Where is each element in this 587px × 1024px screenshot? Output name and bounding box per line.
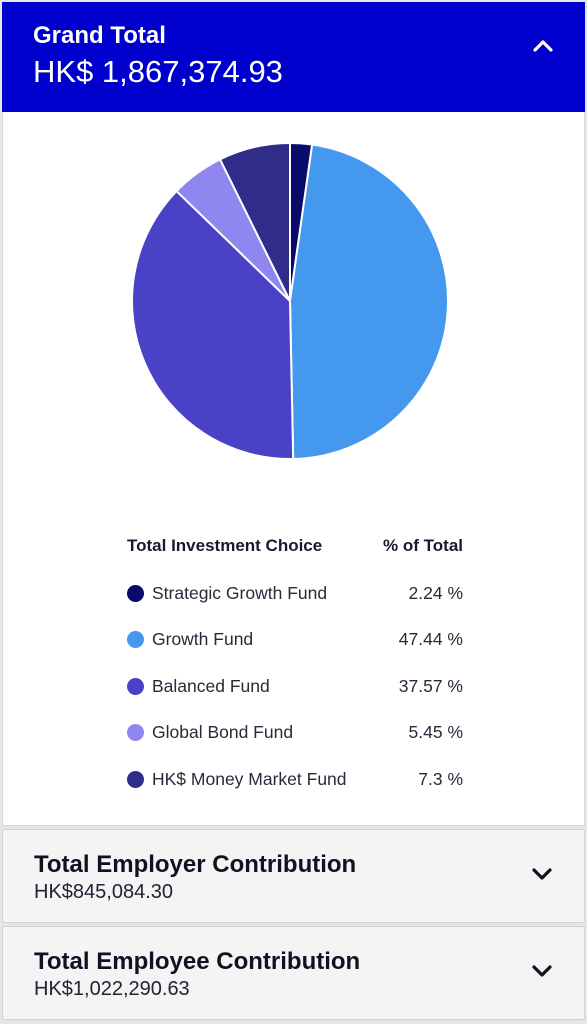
legend-header: Total Investment Choice % of Total — [127, 534, 463, 558]
legend-fund-name: HK$ Money Market Fund — [152, 768, 347, 789]
legend-swatch-dot — [127, 770, 144, 788]
legend-row-label-group: Balanced Fund — [127, 676, 270, 697]
pie-chart-svg — [131, 141, 449, 460]
legend-row: Balanced Fund 37.57 % — [127, 663, 463, 710]
grand-total-amount: HK$ 1,867,374.93 — [33, 54, 283, 89]
employee-contribution-amount: HK$1,022,290.63 — [34, 978, 190, 1000]
legend-swatch-dot — [127, 584, 144, 602]
pie-slice — [131, 189, 295, 460]
legend-fund-name: Growth Fund — [152, 629, 254, 650]
legend-fund-percent: 2.24 % — [408, 582, 463, 603]
legend-row-label-group: HK$ Money Market Fund — [127, 769, 347, 790]
legend-row: HK$ Money Market Fund 7.3 % — [127, 756, 463, 803]
legend-row-label-group: Strategic Growth Fund — [127, 583, 327, 604]
legend-fund-percent: 37.57 % — [398, 675, 463, 696]
pie-slice — [288, 143, 449, 460]
legend-fund-percent: 5.45 % — [408, 722, 463, 743]
pie-slice — [218, 141, 291, 302]
employer-contribution-amount: HK$845,084.30 — [34, 881, 174, 903]
legend-fund-percent: 7.3 % — [418, 768, 463, 789]
legend-row-label-group: Global Bond Fund — [127, 722, 293, 743]
legend-row: Global Bond Fund 5.45 % — [127, 710, 463, 757]
allocation-pie-chart — [129, 140, 451, 462]
legend-header-percent: % of Total — [383, 536, 463, 555]
legend-rows: Strategic Growth Fund 2.24 % Growth Fund 47… — [127, 570, 463, 803]
legend-row: Growth Fund 47.44 % — [127, 617, 463, 664]
legend-fund-name: Global Bond Fund — [152, 722, 294, 743]
legend-swatch-dot — [127, 677, 144, 695]
legend-swatch-dot — [127, 724, 144, 742]
legend-swatch-dot — [127, 631, 144, 649]
employee-contribution-title: Total Employee Contribution — [34, 948, 361, 975]
grand-total-breakdown-panel: Total Investment Choice % of Total Strat… — [2, 112, 585, 826]
grand-total-title: Grand Total — [33, 22, 166, 49]
legend-fund-percent: 47.44 % — [398, 629, 463, 650]
legend-fund-name: Strategic Growth Fund — [152, 582, 328, 603]
legend-row-label-group: Growth Fund — [127, 629, 253, 650]
chevron-down-icon[interactable] — [530, 862, 554, 886]
legend-fund-name: Balanced Fund — [152, 675, 270, 696]
chevron-down-icon[interactable] — [530, 959, 554, 983]
legend-header-choice: Total Investment Choice — [127, 536, 323, 555]
employer-contribution-card[interactable]: Total Employer Contribution HK$845,084.3… — [2, 829, 585, 923]
employee-contribution-card[interactable]: Total Employee Contribution HK$1,022,290… — [2, 926, 585, 1020]
allocation-legend: Total Investment Choice % of Total Strat… — [127, 534, 463, 803]
grand-total-header[interactable]: Grand Total HK$ 1,867,374.93 — [2, 2, 585, 112]
legend-row: Strategic Growth Fund 2.24 % — [127, 570, 463, 617]
employer-contribution-title: Total Employer Contribution — [34, 851, 357, 878]
chevron-up-icon[interactable] — [531, 34, 555, 58]
